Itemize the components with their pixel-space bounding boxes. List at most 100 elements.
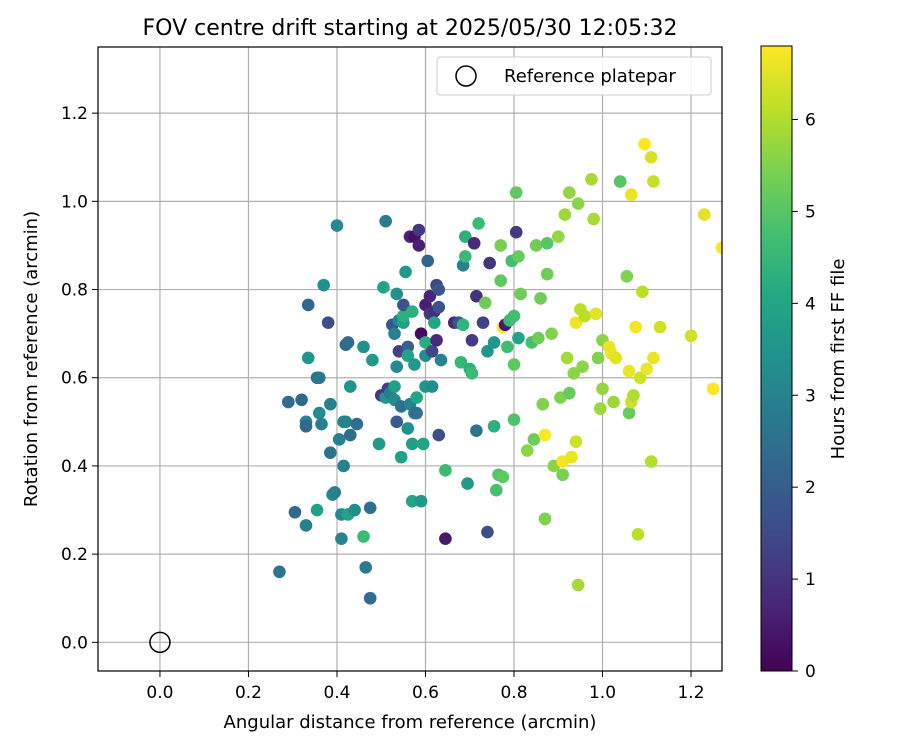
data-point	[540, 267, 554, 281]
data-point	[390, 415, 404, 429]
colorbar-tick-label: 0	[805, 662, 816, 682]
data-point	[363, 501, 377, 515]
data-point	[421, 254, 435, 268]
colorbar-tick-label: 6	[805, 111, 816, 131]
data-point	[397, 298, 410, 312]
colorbar-label: Hours from first FF file	[828, 259, 849, 460]
data-point	[341, 336, 355, 349]
data-point	[520, 444, 534, 457]
data-point	[560, 351, 574, 365]
data-point	[653, 320, 667, 334]
data-point	[697, 208, 711, 221]
data-point	[401, 422, 415, 435]
data-point	[399, 265, 412, 279]
data-point	[388, 380, 401, 393]
data-point	[330, 219, 344, 232]
data-point	[587, 212, 600, 226]
data-point	[388, 327, 401, 340]
data-point	[273, 565, 286, 579]
data-point	[454, 356, 468, 369]
data-point	[401, 340, 415, 354]
data-point	[317, 278, 331, 292]
data-point	[622, 364, 636, 378]
data-point	[337, 459, 350, 473]
y-tick-label: 0.0	[61, 633, 88, 653]
data-point	[312, 406, 326, 420]
x-tick-label: 0.0	[146, 683, 173, 703]
data-point	[509, 186, 523, 199]
data-point	[414, 494, 428, 508]
y-tick-label: 0.8	[61, 281, 88, 301]
y-tick-label: 0.2	[61, 545, 88, 565]
data-point	[439, 464, 452, 477]
data-point	[556, 468, 569, 482]
data-point	[439, 532, 452, 546]
data-point	[631, 527, 645, 541]
data-point	[357, 530, 370, 543]
data-point	[538, 512, 552, 526]
data-point	[312, 371, 326, 385]
data-point	[627, 389, 640, 402]
x-tick-label: 0.2	[235, 683, 262, 703]
x-axis-label: Angular distance from reference (arcmin)	[224, 712, 597, 733]
data-points	[273, 137, 722, 605]
data-point	[432, 283, 446, 296]
data-point	[405, 494, 419, 508]
data-point	[332, 433, 346, 446]
plot-frame	[97, 46, 723, 672]
data-point	[496, 470, 510, 484]
x-tick-label: 0.6	[412, 683, 439, 703]
legend-entry-reference: Reference platepar	[504, 66, 676, 87]
data-point	[470, 289, 483, 303]
data-point	[467, 236, 481, 250]
data-point	[487, 336, 501, 349]
data-point	[591, 351, 605, 365]
data-point	[487, 419, 501, 433]
reference-point	[149, 631, 171, 654]
x-tick-label: 0.8	[500, 683, 527, 703]
data-point	[545, 327, 558, 340]
data-point	[501, 340, 514, 354]
data-point	[390, 287, 404, 301]
data-point	[470, 424, 483, 437]
data-point	[465, 333, 479, 347]
data-point	[321, 316, 335, 329]
data-point	[390, 360, 404, 374]
y-axis-label: Rotation from reference (arcmin)	[21, 211, 42, 507]
data-point	[633, 371, 647, 385]
data-point	[647, 351, 660, 365]
data-point	[366, 353, 379, 367]
data-point	[372, 437, 386, 451]
data-point	[412, 239, 426, 252]
data-point	[339, 415, 353, 429]
colorbar-ticks: 0 1 2 3 4 5 6	[792, 111, 816, 682]
data-point	[540, 236, 554, 250]
data-point	[624, 188, 638, 202]
data-point	[629, 320, 643, 334]
colorbar: 0 1 2 3 4 5 6 Hours from first FF file	[760, 45, 849, 682]
data-point	[412, 223, 426, 237]
colorbar-tick-label: 4	[805, 294, 816, 314]
data-point	[644, 150, 658, 164]
data-point	[483, 256, 496, 270]
reference-marker	[149, 631, 171, 654]
data-point	[299, 419, 313, 433]
data-point	[476, 316, 490, 329]
x-tick-label: 0.4	[323, 683, 350, 703]
data-point	[571, 197, 585, 210]
data-point	[288, 505, 302, 519]
data-point	[459, 230, 472, 243]
data-point	[569, 316, 583, 329]
data-point	[461, 477, 474, 490]
data-point	[558, 208, 572, 221]
data-point	[622, 406, 636, 420]
data-point	[593, 402, 607, 415]
data-point	[459, 250, 472, 263]
data-point	[507, 413, 521, 426]
data-point	[613, 175, 627, 188]
data-point	[410, 406, 423, 420]
data-point	[514, 287, 527, 301]
data-point	[481, 344, 494, 358]
data-point	[324, 397, 337, 411]
data-point	[576, 360, 589, 374]
